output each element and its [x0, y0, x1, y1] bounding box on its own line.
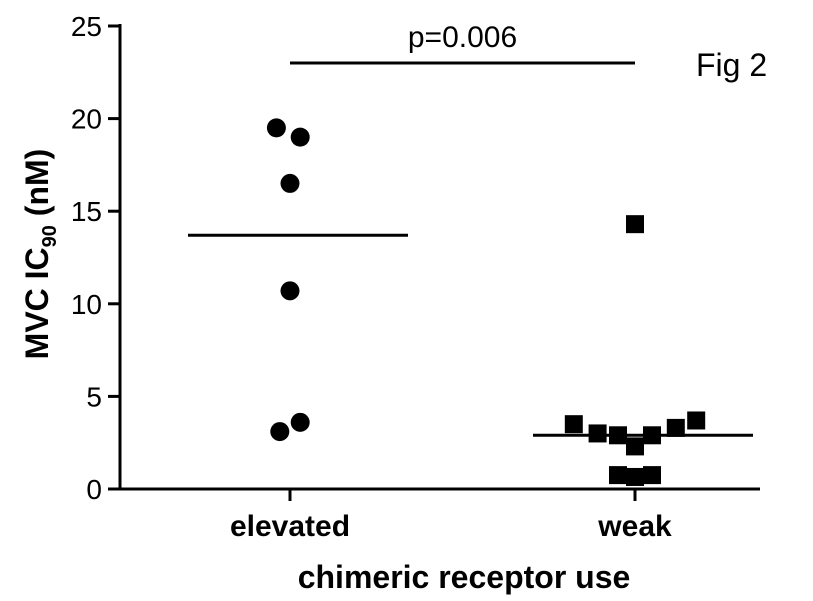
y-tick-label: 20	[71, 104, 102, 135]
annotations: p=0.006	[290, 21, 635, 65]
data-point-weak	[626, 467, 644, 486]
category-label-weak: weak	[597, 510, 672, 543]
data-point-elevated	[266, 118, 286, 138]
data-point-weak	[564, 415, 583, 434]
category-label-elevated: elevated	[230, 510, 350, 543]
y-tick-label: 10	[71, 289, 102, 320]
data-point-weak	[588, 424, 607, 443]
mean-lines	[188, 233, 753, 437]
data-point-weak	[687, 411, 706, 430]
data-points	[266, 118, 706, 486]
p-value-label: p=0.006	[408, 21, 517, 54]
y-axis-title: MVC IC90 (nM)	[19, 149, 61, 360]
data-point-weak	[609, 466, 627, 485]
data-point-elevated	[280, 173, 300, 193]
data-point-weak	[626, 437, 644, 456]
data-point-weak	[643, 466, 661, 485]
x-axis-title: chimeric receptor use	[298, 559, 631, 595]
y-tick-label: 25	[71, 11, 102, 42]
data-point-weak	[666, 418, 685, 437]
y-ticks: 0 5 10 15 20 25	[71, 11, 120, 505]
data-point-elevated	[280, 281, 300, 301]
data-point-elevated	[290, 412, 310, 432]
y-tick-label: 15	[71, 196, 102, 227]
data-point-weak	[626, 215, 644, 234]
data-point-elevated	[290, 127, 310, 147]
y-tick-label: 0	[86, 474, 102, 505]
data-point-elevated	[270, 422, 290, 442]
x-categories: elevated weak	[230, 489, 672, 543]
figure-label: Fig 2	[696, 47, 767, 83]
y-tick-label: 5	[86, 381, 102, 412]
